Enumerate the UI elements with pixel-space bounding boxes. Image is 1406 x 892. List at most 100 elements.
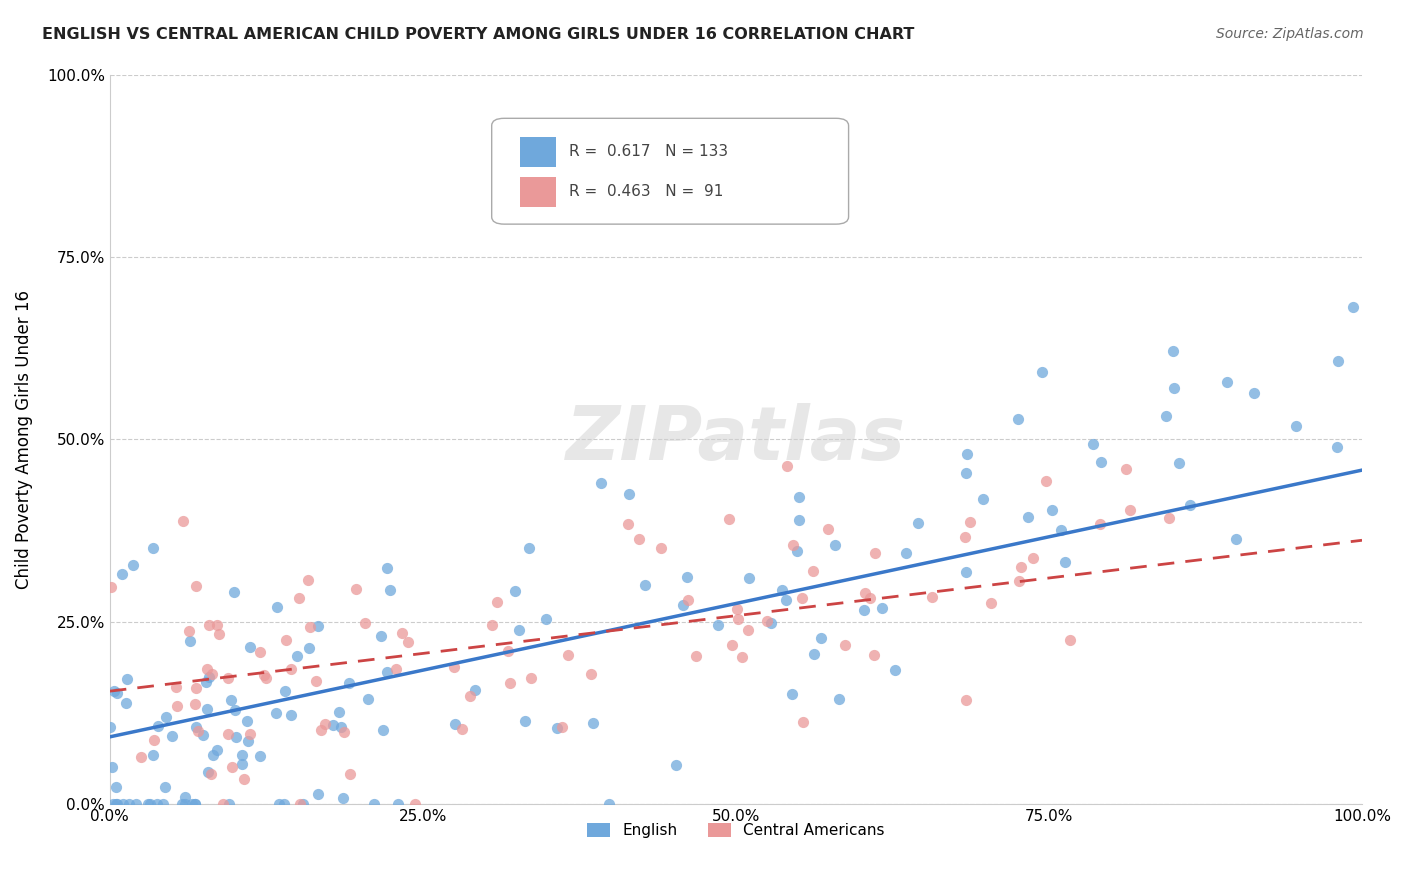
Point (1154, 409, 1177, 423)
Point (197, 618, 219, 632)
Point (111, 797, 134, 812)
Point (354, 615, 377, 630)
Point (775, 458, 797, 473)
Point (118, 797, 141, 812)
Point (787, 490, 810, 504)
Point (314, 717, 336, 731)
Point (617, 517, 640, 532)
Point (103, 684, 125, 698)
Point (1021, 550, 1043, 565)
Point (787, 513, 810, 527)
Point (375, 665, 398, 680)
Point (579, 666, 602, 681)
Point (142, 747, 165, 762)
Point (1017, 509, 1039, 524)
Point (221, 760, 243, 774)
Point (786, 544, 808, 558)
Point (1161, 343, 1184, 358)
Point (174, 790, 197, 805)
Point (152, 797, 174, 812)
FancyBboxPatch shape (492, 119, 849, 224)
Point (1159, 511, 1181, 525)
Point (231, 756, 253, 771)
Point (499, 676, 522, 690)
Point (1225, 532, 1247, 546)
Point (1031, 365, 1053, 379)
Point (1088, 516, 1111, 531)
Point (285, 649, 308, 664)
Point (142, 541, 165, 555)
Point (872, 601, 894, 615)
Point (1284, 419, 1306, 434)
Point (195, 662, 218, 676)
Point (380, 583, 402, 598)
Point (290, 797, 312, 812)
Point (1040, 503, 1063, 517)
Point (650, 541, 672, 556)
Point (170, 797, 193, 812)
Text: Source: ZipAtlas.com: Source: ZipAtlas.com (1216, 27, 1364, 41)
Point (1178, 498, 1201, 512)
Point (634, 578, 657, 592)
Point (101, 760, 124, 774)
Point (122, 558, 145, 572)
Point (197, 670, 219, 684)
Point (307, 619, 329, 633)
Point (105, 797, 128, 812)
Point (486, 595, 509, 609)
Text: ENGLISH VS CENTRAL AMERICAN CHILD POVERTY AMONG GIRLS UNDER 16 CORRELATION CHART: ENGLISH VS CENTRAL AMERICAN CHILD POVERT… (42, 27, 914, 42)
Point (803, 647, 825, 661)
Point (148, 719, 170, 733)
Point (114, 696, 136, 710)
Point (404, 797, 426, 812)
Point (953, 530, 976, 544)
Point (233, 772, 256, 786)
Point (231, 747, 253, 762)
Point (249, 749, 271, 764)
Point (921, 590, 943, 604)
Point (183, 797, 205, 812)
Point (731, 649, 754, 664)
Point (1090, 455, 1112, 469)
Point (165, 680, 187, 694)
Point (458, 689, 481, 703)
Point (184, 698, 207, 712)
Point (1008, 574, 1031, 588)
Point (817, 522, 839, 536)
Point (111, 566, 134, 581)
Point (142, 732, 165, 747)
Bar (520, 136, 555, 167)
Point (824, 538, 846, 552)
Point (1119, 503, 1142, 517)
Text: R =  0.617   N = 133: R = 0.617 N = 133 (569, 144, 728, 159)
Point (307, 787, 329, 801)
Point (239, 727, 262, 741)
Point (201, 666, 224, 681)
Point (239, 640, 262, 654)
Legend: English, Central Americans: English, Central Americans (581, 817, 891, 844)
Point (305, 674, 328, 689)
Point (105, 686, 128, 700)
Point (298, 641, 321, 656)
Point (959, 515, 981, 529)
Point (184, 797, 207, 812)
Point (179, 634, 201, 648)
Point (297, 574, 319, 588)
Point (363, 797, 385, 812)
Point (1081, 437, 1104, 451)
Point (235, 714, 257, 729)
Point (197, 764, 219, 779)
Point (1326, 354, 1348, 368)
Point (443, 660, 465, 674)
Point (720, 639, 742, 653)
Point (266, 600, 288, 615)
Point (520, 671, 543, 685)
Point (344, 582, 367, 596)
Point (1216, 375, 1239, 389)
Point (810, 632, 832, 646)
Point (759, 615, 782, 630)
Point (218, 797, 240, 812)
Point (863, 546, 886, 560)
Point (534, 612, 557, 626)
Point (173, 514, 195, 528)
